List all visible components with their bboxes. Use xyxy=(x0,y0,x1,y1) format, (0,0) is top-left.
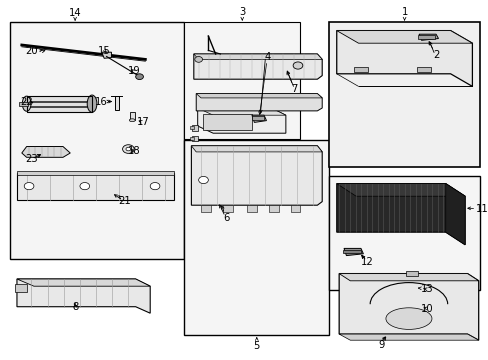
Text: 18: 18 xyxy=(128,146,140,156)
Polygon shape xyxy=(336,184,464,245)
Circle shape xyxy=(150,183,160,190)
Circle shape xyxy=(24,183,34,190)
Circle shape xyxy=(126,147,131,151)
Polygon shape xyxy=(343,248,363,256)
Polygon shape xyxy=(15,284,26,292)
Polygon shape xyxy=(339,334,478,340)
Circle shape xyxy=(80,183,89,190)
Bar xyxy=(26,96,92,101)
Bar xyxy=(17,173,174,200)
Bar xyxy=(223,205,232,212)
Polygon shape xyxy=(416,67,430,72)
Polygon shape xyxy=(193,54,322,79)
Text: 11: 11 xyxy=(475,204,488,214)
Text: 21: 21 xyxy=(119,196,131,206)
Polygon shape xyxy=(193,54,322,59)
Text: 13: 13 xyxy=(420,284,433,294)
Polygon shape xyxy=(196,94,322,98)
Bar xyxy=(10,22,184,259)
Polygon shape xyxy=(197,108,285,115)
Bar xyxy=(203,114,251,130)
Bar xyxy=(329,22,479,167)
Bar xyxy=(20,102,28,106)
Bar xyxy=(246,205,256,212)
Bar xyxy=(251,116,264,120)
Text: 20: 20 xyxy=(25,46,38,56)
Text: 7: 7 xyxy=(291,84,297,94)
Polygon shape xyxy=(102,52,111,58)
Text: 9: 9 xyxy=(377,339,384,350)
Polygon shape xyxy=(197,108,285,133)
Bar xyxy=(17,171,174,175)
Text: 22: 22 xyxy=(20,96,33,107)
Text: 6: 6 xyxy=(223,213,229,223)
Text: 2: 2 xyxy=(432,50,438,60)
Circle shape xyxy=(135,74,143,80)
Text: 10: 10 xyxy=(420,304,433,314)
Bar xyxy=(26,96,92,112)
Bar xyxy=(184,140,329,335)
Bar xyxy=(26,107,92,112)
Bar xyxy=(201,205,210,212)
Polygon shape xyxy=(418,34,438,40)
Polygon shape xyxy=(445,184,464,245)
Polygon shape xyxy=(191,146,322,152)
Text: 23: 23 xyxy=(25,154,38,164)
Text: 17: 17 xyxy=(136,117,149,127)
Polygon shape xyxy=(339,274,478,281)
Text: 1: 1 xyxy=(401,7,407,17)
Text: 8: 8 xyxy=(72,302,78,312)
Bar xyxy=(130,112,134,120)
Bar xyxy=(343,250,361,253)
Ellipse shape xyxy=(406,303,424,309)
Circle shape xyxy=(122,145,134,153)
Bar xyxy=(115,96,119,110)
Bar xyxy=(417,35,434,39)
Circle shape xyxy=(198,176,208,184)
Ellipse shape xyxy=(87,95,97,112)
Text: 4: 4 xyxy=(264,51,270,62)
Polygon shape xyxy=(413,284,428,290)
Polygon shape xyxy=(406,303,424,310)
Polygon shape xyxy=(353,67,367,72)
Polygon shape xyxy=(339,274,478,340)
Bar xyxy=(189,126,193,129)
Text: 14: 14 xyxy=(69,8,81,18)
Polygon shape xyxy=(336,184,464,196)
Bar xyxy=(290,205,300,212)
Polygon shape xyxy=(196,94,322,111)
Polygon shape xyxy=(336,31,471,86)
Circle shape xyxy=(194,57,202,62)
Circle shape xyxy=(292,62,302,69)
Polygon shape xyxy=(191,146,322,205)
Bar xyxy=(268,205,278,212)
Polygon shape xyxy=(17,279,150,313)
Text: 12: 12 xyxy=(360,257,372,267)
Text: 15: 15 xyxy=(98,46,110,56)
Bar xyxy=(184,22,300,139)
Ellipse shape xyxy=(129,119,135,122)
Bar xyxy=(192,136,198,141)
Bar xyxy=(26,102,92,106)
Polygon shape xyxy=(336,31,471,43)
Text: 5: 5 xyxy=(253,341,260,351)
Text: 3: 3 xyxy=(239,7,245,17)
Text: 16: 16 xyxy=(95,96,108,107)
Bar xyxy=(329,176,479,290)
Ellipse shape xyxy=(22,96,31,111)
Bar xyxy=(405,271,417,276)
Bar xyxy=(192,125,198,131)
Polygon shape xyxy=(22,147,70,157)
Polygon shape xyxy=(251,115,266,122)
Polygon shape xyxy=(17,279,150,286)
Bar xyxy=(189,137,193,140)
Ellipse shape xyxy=(385,308,431,329)
Text: 19: 19 xyxy=(127,66,140,76)
